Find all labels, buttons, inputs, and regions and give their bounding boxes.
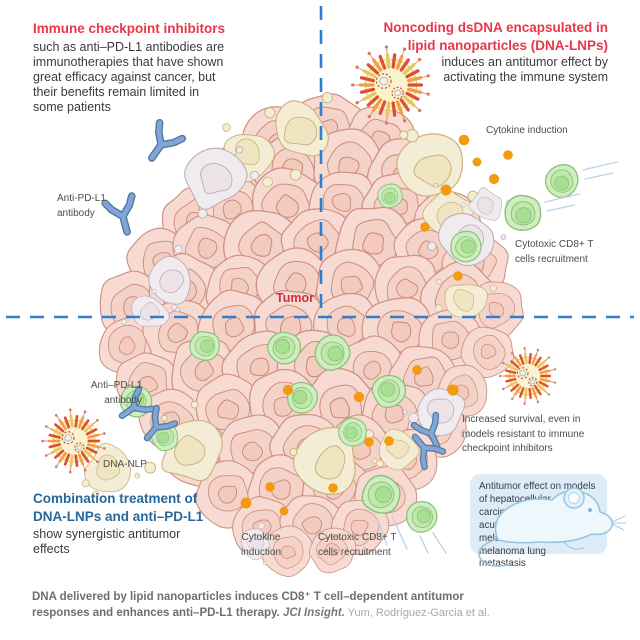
motion-streak (544, 193, 580, 203)
dying-cell-blob (148, 244, 191, 315)
mouse-eye (588, 508, 592, 512)
lnp-particles (41, 45, 557, 474)
cd8-t-cell-icon (377, 183, 403, 209)
cytokine-dot-icon (458, 134, 470, 146)
caption-title: DNA delivered by lipid nanoparticles ind… (32, 591, 464, 619)
cd8-t-cell-icon (406, 501, 438, 533)
caption-authors: Yum, Rodríguez-Garcia et al. (344, 606, 490, 619)
cytokine-dot-icon (447, 384, 459, 396)
cytokine-dot-icon (488, 173, 500, 185)
antibodies (101, 118, 447, 471)
panel-heading-dna-lnp: Noncoding dsDNA encapsulated in lipid na… (383, 20, 608, 53)
cytokine-dot-icon (282, 384, 294, 396)
cytokine-dot-icon (353, 391, 365, 403)
cytokine-dot-icon (279, 506, 289, 516)
panel-heading-checkpoint-inhibitors: Immune checkpoint inhibitors (33, 21, 226, 36)
label-dna-nlp: DNA-NLP (103, 459, 147, 470)
antibody-y-icon (147, 118, 187, 162)
mouse-hind-leg (563, 541, 585, 550)
cd8-t-cell-icon (338, 417, 367, 447)
cd8-t-cell-icon (450, 230, 482, 263)
cytokine-dot-icon (453, 271, 463, 281)
cytokine-dot-icon (240, 497, 252, 509)
cd8-t-cell-icon (286, 381, 319, 414)
cd8-t-cell-icon (266, 331, 302, 365)
cd8-t-cell-icon (361, 474, 401, 514)
cd8-t-cell-icon (544, 164, 579, 199)
mouse-icon (478, 487, 626, 567)
cd8-t-cell-icon (504, 194, 542, 231)
caption: DNA delivered by lipid nanoparticles ind… (32, 590, 616, 621)
cytokine-dot-icon (420, 222, 430, 232)
panel-heading-combination: Combination treatment of DNA-LNPs and an… (33, 491, 204, 524)
label-cd8-recruitment-bottom: Cytotoxic CD8+ T cells recruitment (318, 532, 397, 558)
motion-streak (376, 517, 388, 546)
cytokine-dot-icon (265, 482, 275, 492)
tumor-cell (195, 460, 261, 529)
cd8-t-cell-icon (371, 374, 407, 408)
antibody-y-icon (101, 192, 136, 236)
label-increased-survival: Increased survival, even in models resis… (462, 414, 585, 454)
cytokine-dot-icon (440, 184, 452, 196)
antibody-y-icon (410, 411, 441, 450)
motion-streak (584, 172, 614, 180)
dying-cell-blob (81, 442, 141, 498)
cd8-t-cell-icon (150, 423, 179, 452)
antibody-y-icon (411, 433, 447, 471)
mouse-body (494, 490, 614, 544)
cytokine-dot-icon (412, 365, 422, 375)
label-cd8-recruitment-top: Cytotoxic CD8+ T cells recruitment (515, 239, 594, 265)
label-cytokine-induction-top: Cytokine induction (486, 125, 568, 136)
dying-cell-blob (264, 92, 334, 181)
cytokine-dot-icon (328, 483, 338, 493)
label-anti-pdl1-antibody-top: Anti-PD-L1 antibody (57, 193, 106, 219)
motion-streak (419, 535, 429, 554)
motion-streak (582, 161, 618, 171)
motion-streak (391, 515, 408, 550)
cytokine-dot-icon (503, 150, 513, 160)
dying-cells (81, 92, 513, 565)
mouse-tail (478, 537, 513, 567)
mouse-whiskers (611, 515, 626, 531)
lipid-nanoparticle-icon (351, 45, 430, 125)
antibody-y-icon (143, 404, 179, 442)
label-anti-pdl1-antibody-bottom: Anti–PD-L1 antibody (90, 380, 142, 406)
cd8-t-cell-icon (189, 331, 220, 361)
dying-cell-blob (434, 278, 498, 319)
cytokine-dots (240, 134, 513, 516)
dying-cell-blob (121, 289, 177, 327)
label-tumor: Tumor (276, 291, 314, 305)
tumor-cell (460, 326, 515, 379)
cytokine-dot-icon (472, 157, 482, 167)
label-cytokine-induction-bottom: Cytokine induction (240, 532, 282, 558)
mouse-inner-ear (568, 492, 580, 504)
motion-streak (546, 204, 575, 212)
lipid-nanoparticle-icon (498, 347, 557, 405)
panel-body-checkpoint-inhibitors: such as anti–PD-L1 antibodies are immuno… (33, 40, 225, 114)
quadrant-dividers (6, 6, 634, 319)
cytokine-dot-icon (384, 436, 394, 446)
tumor-cell (308, 527, 357, 574)
panel-body-dna-lnp: induces an antitumor effect by activatin… (441, 55, 608, 84)
panel-body-combination: show synergistic antitumor effects (33, 527, 181, 556)
cytokine-dot-icon (364, 437, 374, 447)
caption-journal: JCI Insight. (279, 606, 345, 619)
motion-streak (432, 532, 447, 554)
dying-cell-blob (241, 522, 276, 565)
dying-cell-blob (184, 146, 259, 219)
antibody-y-icon (118, 385, 157, 420)
lipid-nanoparticle-icon (41, 408, 106, 474)
cd8-t-cell-icon (314, 334, 351, 371)
